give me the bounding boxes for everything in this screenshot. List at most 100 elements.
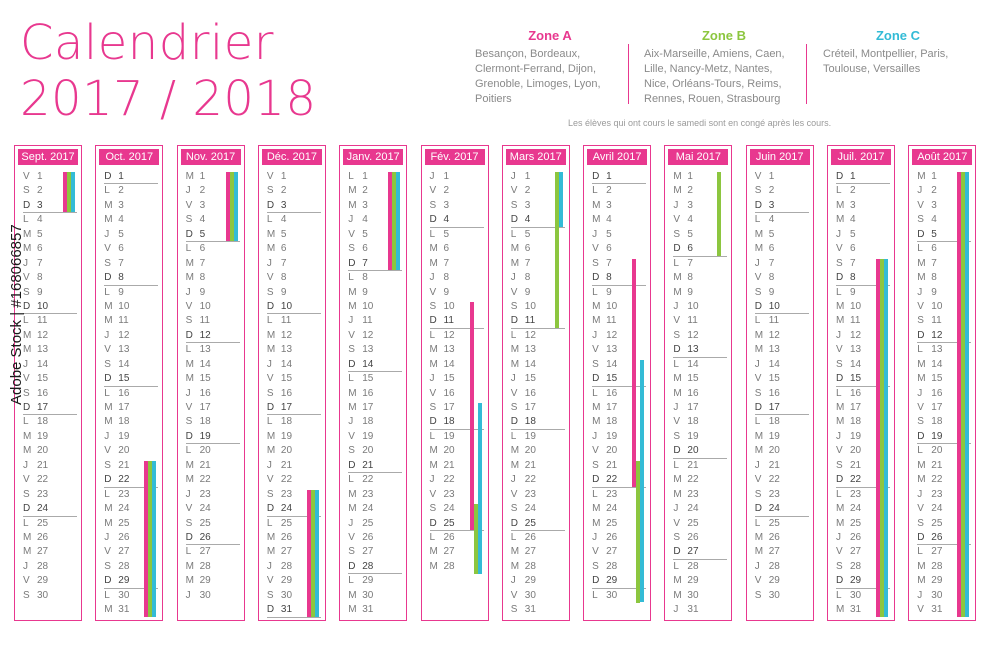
day-row: S 27 [348, 545, 402, 559]
day-number: 13 [199, 344, 211, 356]
day-row: L 29 [348, 574, 402, 588]
day-number: 2 [687, 185, 693, 197]
day-number: 24 [280, 503, 293, 515]
day-row: J 28 [755, 560, 809, 574]
day-row: D 25 [510, 517, 565, 532]
weekday-letter: J [104, 531, 110, 543]
day-number: 21 [280, 459, 293, 471]
weekday-letter: J [104, 430, 110, 442]
day-number: 24 [931, 503, 943, 515]
day-list: J 1 V 2 S 3 D 4 L 5 M 6 M 7 J 8 V 9 S 10 D 11 L 12 M 13 M 14 J 15 V 16 S… [510, 170, 565, 618]
day-row: M 13 [511, 343, 565, 357]
day-number: 13 [931, 344, 943, 356]
weekday-letter: J [836, 329, 841, 341]
weekday-letter: D [510, 517, 519, 529]
weekday-letter: L [917, 445, 923, 457]
day-number: 13 [768, 344, 780, 356]
weekday-letter: S [429, 503, 437, 515]
day-number: 18 [768, 416, 780, 428]
day-row: V 29 [755, 574, 809, 588]
weekday-letter: D [266, 300, 275, 312]
day-row: M 15 [917, 372, 971, 386]
day-number: 6 [118, 243, 124, 255]
watermark-text: Adobe Stock | #168066857 [8, 224, 25, 405]
weekday-letter: L [266, 214, 273, 226]
day-number: 4 [443, 214, 450, 226]
day-number: 1 [687, 171, 693, 182]
weekday-letter: M [104, 402, 113, 413]
weekday-letter: V [754, 272, 762, 284]
weekday-letter: M [266, 531, 276, 543]
day-number: 9 [118, 286, 124, 298]
weekday-letter: J [185, 387, 191, 399]
day-row: J 28 [267, 560, 321, 574]
day-number: 6 [199, 243, 206, 255]
day-row: J 22 [430, 473, 484, 487]
day-row: D 11 [429, 314, 484, 330]
day-number: 24 [768, 503, 780, 515]
weekday-letter: V [185, 503, 193, 515]
weekday-letter: S [510, 402, 518, 413]
weekday-letter: D [754, 199, 762, 211]
holiday-bar-zone-a [469, 302, 474, 531]
weekday-letter: V [754, 373, 762, 385]
day-row: J 12 [104, 329, 158, 343]
holiday-bar-zone-a [957, 172, 962, 617]
day-list: M 1 J 2 V 3 S 4 D 5 L 6 M 7 M 8 J 9 V 10 S 11 D 12 L 13 M 14 M 15 J 16 V… [185, 170, 240, 603]
day-number: 29 [687, 575, 699, 587]
day-list: D 1 L 2 M 3 M 4 J 5 V 6 S 7 D 8 L 9 M 10 M 11 J 12 V 13 S 14 D 15 L 16 M… [836, 170, 890, 618]
day-row: L 16 [104, 387, 158, 401]
weekday-letter: J [673, 604, 679, 616]
weekday-letter: D [673, 546, 681, 558]
day-number: 14 [850, 358, 862, 370]
day-row: J 30 [186, 589, 240, 603]
day-number: 11 [768, 315, 780, 327]
weekday-letter: L [510, 228, 517, 240]
day-row: L 11 [267, 314, 321, 328]
weekday-letter: S [104, 257, 111, 269]
day-number: 2 [118, 185, 124, 197]
weekday-letter: J [673, 402, 679, 413]
day-row: M 10 [592, 300, 646, 314]
weekday-letter: M [673, 272, 682, 284]
day-number: 21 [118, 459, 130, 471]
weekday-letter: S [23, 185, 30, 197]
day-number: 7 [199, 257, 206, 269]
weekday-letter: S [266, 286, 274, 298]
day-row: J 15 [430, 372, 484, 386]
day-row: V 27 [104, 545, 158, 559]
weekday-letter: M [754, 445, 764, 457]
weekday-letter: L [673, 257, 679, 269]
day-row: V 23 [511, 488, 565, 502]
day-number: 11 [118, 315, 129, 327]
day-number: 26 [687, 531, 699, 543]
day-row: V 13 [836, 343, 890, 357]
day-number: 3 [199, 199, 206, 211]
weekday-letter: D [23, 402, 31, 413]
day-number: 25 [768, 517, 780, 529]
weekday-letter: D [266, 503, 275, 515]
weekday-letter: M [185, 474, 194, 486]
day-number: 25 [37, 517, 49, 529]
weekday-letter: S [673, 228, 681, 240]
weekday-letter: M [673, 575, 682, 587]
day-number: 20 [362, 445, 374, 457]
